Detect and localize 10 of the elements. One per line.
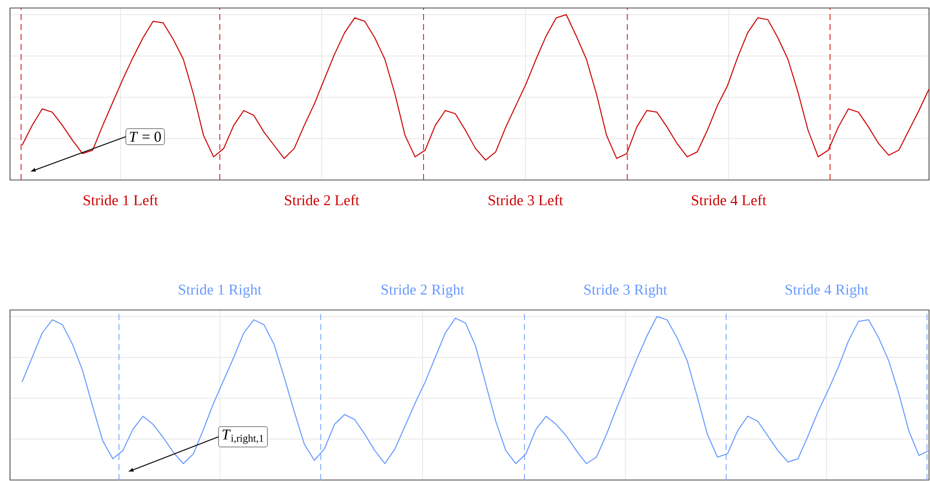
- text: Stride 3 Left: [488, 194, 564, 206]
- text: Stride 2 Left: [284, 194, 360, 206]
- text: Stride 2 Right: [382, 284, 464, 298]
- text: Stride 4 Right: [786, 284, 868, 298]
- annotation: T = 0: [130, 132, 161, 142]
- text: Stride 4 Left: [692, 194, 766, 206]
- text: Stride 1 Left: [84, 194, 158, 206]
- text: Stride 3 Right: [584, 284, 668, 298]
- text: Stride 1 Right: [178, 284, 262, 298]
- annotation: T$_{i,right,1}$: [222, 430, 264, 444]
